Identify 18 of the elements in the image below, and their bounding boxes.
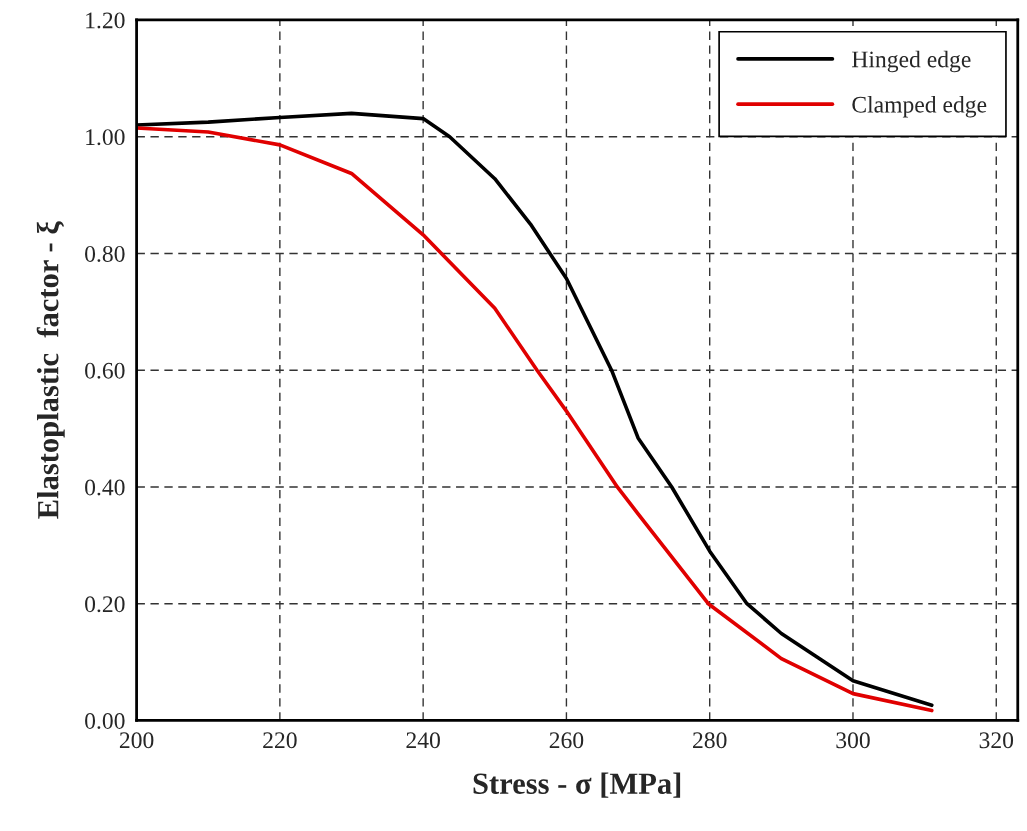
y-tick-label: 1.00 (86, 129, 125, 146)
x-tick-label: 280 (693, 732, 727, 749)
y-tick-label: 0.00 (85, 712, 125, 729)
y-axis-title: Elastoplastic factor - ξ (36, 221, 65, 519)
x-tick-label: 320 (979, 732, 1014, 749)
x-tick-label: 220 (263, 732, 297, 749)
x-tick-label: 260 (549, 732, 584, 749)
legend-label: Hinged edge (852, 50, 971, 73)
x-tick-label: 200 (119, 732, 154, 749)
y-tick-label: 1.20 (86, 12, 125, 29)
y-tick-label: 0.60 (85, 362, 125, 379)
y-tick-label: 0.20 (85, 596, 125, 613)
x-tick-label: 240 (406, 732, 440, 749)
legend-label: Clamped edge (852, 96, 987, 118)
y-tick-label: 0.80 (85, 245, 125, 262)
x-axis-title: Stress - σ [MPa] (473, 772, 681, 798)
y-tick-label: 0.40 (85, 479, 125, 496)
x-tick-label: 300 (836, 732, 870, 749)
